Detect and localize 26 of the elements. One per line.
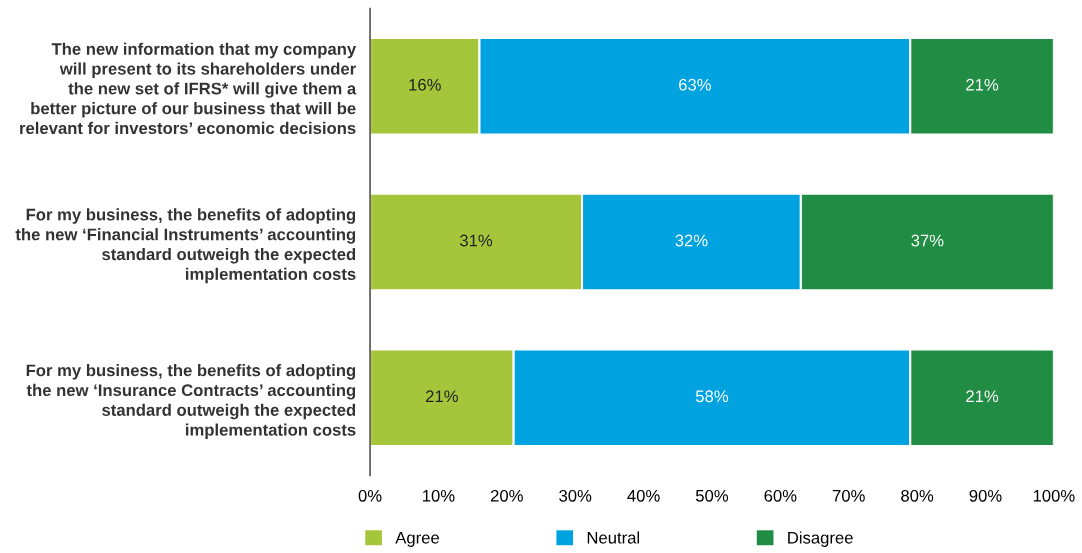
legend-label: Disagree [788,531,853,547]
y-tick-label: For my business, the benefits of adopting the new ‘Insurance Contracts’ accounting standard outweigh the expected implementation costs [26,364,356,440]
x-tick-label: 90% [969,489,1002,502]
x-tick-label: 10% [423,489,455,502]
data-label: 63% [679,78,711,91]
data-label: 58% [695,390,729,403]
data-label: 21% [426,390,458,403]
data-label: 21% [966,390,999,403]
x-tick-label: 40% [627,489,660,502]
legend-label: Neutral [587,531,640,544]
data-label: 21% [966,78,999,91]
x-tick-label: 100% [1033,489,1075,502]
x-tick-label: 80% [901,489,934,502]
x-tick-label: 70% [832,489,865,502]
data-label: 16% [409,78,441,91]
y-tick-label: The new information that my company will present to its shareholders under the new set of IFRS* will give them a better picture of our business that will be relevant for investors’ economic decisions [20,42,357,135]
x-tick-label: 30% [559,489,592,502]
x-tick-label: 0% [358,489,382,502]
legend-label: Agree [395,532,439,547]
data-label: 31% [459,234,493,247]
x-tick-label: 50% [695,489,729,502]
x-tick-label: 20% [490,489,523,502]
y-tick-label: For my business, the benefits of adopting the new ‘Financial Instruments’ accounting standard outweigh the expected implementation costs [15,208,356,284]
data-label: 32% [675,234,708,247]
data-label: 37% [911,234,944,247]
x-tick-label: 60% [764,489,797,502]
